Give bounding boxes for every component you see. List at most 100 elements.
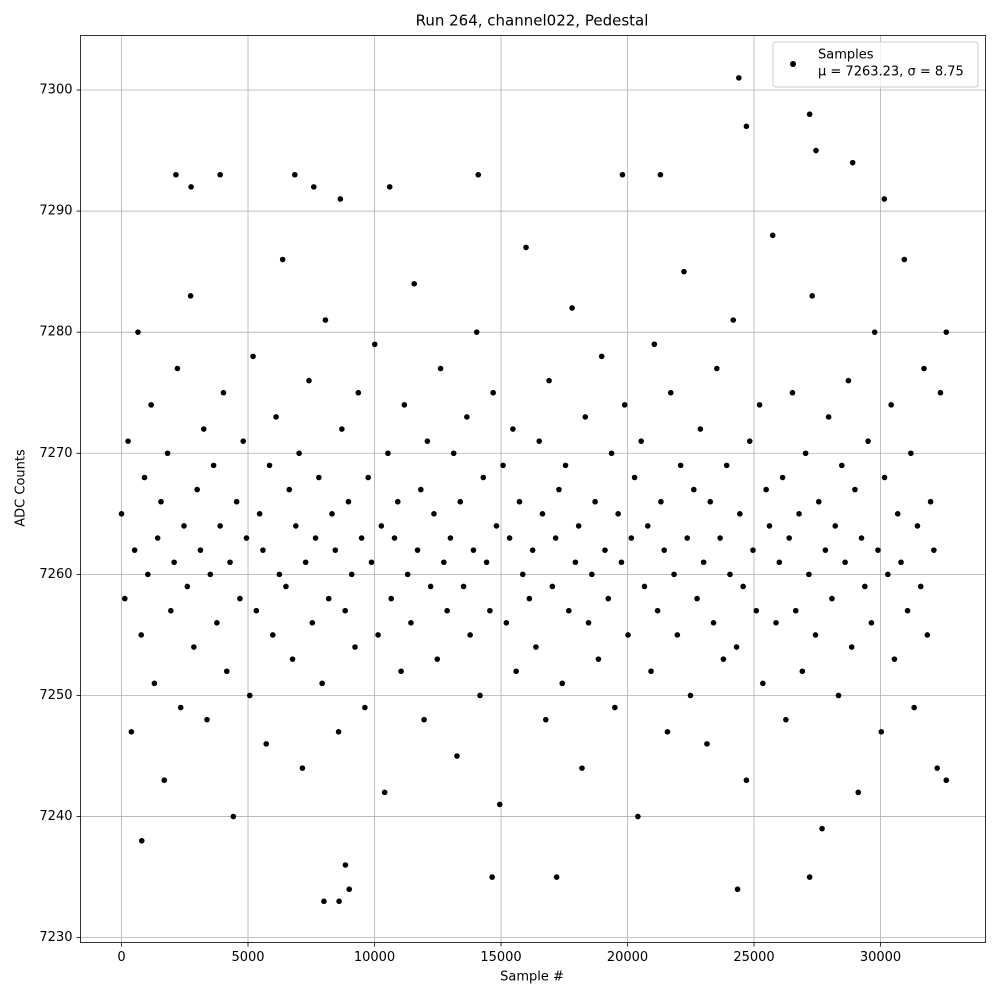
data-point [246, 692, 253, 699]
y-axis-label: ADC Counts [14, 449, 29, 527]
data-point [316, 474, 322, 481]
data-point [542, 716, 549, 723]
data-point [352, 644, 358, 650]
x-axis-label: Sample # [500, 970, 564, 985]
data-point [378, 523, 385, 529]
data-point [138, 837, 145, 844]
data-point [240, 438, 247, 444]
data-point [852, 486, 858, 493]
data-point [868, 620, 875, 626]
data-point [526, 595, 533, 602]
data-point [589, 571, 595, 578]
data-point [138, 632, 145, 638]
x-tick-label: 30000 [860, 950, 901, 965]
data-point [289, 656, 296, 662]
data-point [506, 535, 513, 541]
data-point [309, 620, 316, 626]
y-tick-label: 7270 [39, 446, 72, 461]
data-point [813, 147, 819, 154]
plot-frame [80, 35, 986, 943]
data-point [943, 329, 950, 335]
data-point [898, 559, 904, 566]
data-point [411, 280, 418, 287]
data-point [608, 450, 615, 457]
data-point [322, 317, 329, 323]
data-point [217, 523, 223, 529]
x-tick-label: 25000 [733, 950, 774, 965]
data-point [230, 813, 237, 820]
data-point [871, 329, 878, 335]
data-point [121, 595, 128, 602]
data-point [299, 765, 306, 771]
data-point [362, 704, 368, 711]
data-point [842, 559, 848, 566]
data-point [161, 777, 168, 784]
data-point [365, 474, 371, 481]
data-point [233, 498, 240, 505]
data-point [539, 511, 546, 517]
data-point [339, 426, 345, 432]
data-point [256, 511, 263, 517]
data-point [769, 232, 776, 239]
data-point [720, 656, 727, 662]
data-point [750, 547, 756, 553]
legend-box [772, 41, 979, 88]
data-point [493, 523, 500, 529]
data-point [408, 620, 414, 626]
data-point [773, 620, 779, 626]
grid [80, 35, 986, 943]
data-point [296, 450, 302, 457]
data-point [809, 293, 815, 299]
data-point [664, 728, 671, 735]
data-point [475, 171, 482, 178]
data-point [674, 632, 681, 638]
data-point [131, 547, 138, 553]
data-point [648, 668, 654, 675]
data-point [260, 547, 266, 553]
data-point [447, 535, 454, 541]
data-point [901, 256, 908, 263]
data-point [862, 583, 868, 590]
data-point [733, 644, 740, 650]
data-point [943, 777, 950, 784]
data-point [197, 547, 204, 553]
data-point [825, 414, 832, 420]
data-point [273, 414, 279, 420]
data-point [223, 668, 230, 675]
data-point [404, 571, 411, 578]
data-point [717, 535, 723, 541]
data-point [661, 547, 667, 553]
data-point [158, 498, 164, 505]
data-point [815, 498, 822, 505]
data-point [253, 607, 260, 614]
y-tick-label: 7260 [39, 567, 72, 582]
data-point [931, 547, 937, 553]
data-point [612, 704, 618, 711]
data-point [457, 498, 464, 505]
data-point [812, 632, 819, 638]
data-point [730, 317, 737, 323]
data-point [321, 898, 327, 905]
data-point [388, 595, 395, 602]
data-point [513, 668, 519, 675]
data-point [619, 171, 626, 178]
data-point [516, 498, 523, 505]
data-point [904, 607, 911, 614]
data-point [638, 438, 644, 444]
data-point [276, 571, 283, 578]
data-point [618, 559, 625, 566]
data-point [398, 668, 404, 675]
data-point [579, 765, 585, 771]
data-point [483, 559, 490, 566]
data-point [168, 607, 174, 614]
data-point [345, 498, 352, 505]
data-point [477, 692, 483, 699]
data-point [556, 486, 562, 493]
data-point [927, 498, 934, 505]
data-point [572, 559, 579, 566]
data-point [141, 474, 148, 481]
data-point [845, 377, 852, 384]
data-point [878, 728, 885, 735]
data-point [164, 450, 171, 457]
x-tick-label: 20000 [607, 950, 648, 965]
